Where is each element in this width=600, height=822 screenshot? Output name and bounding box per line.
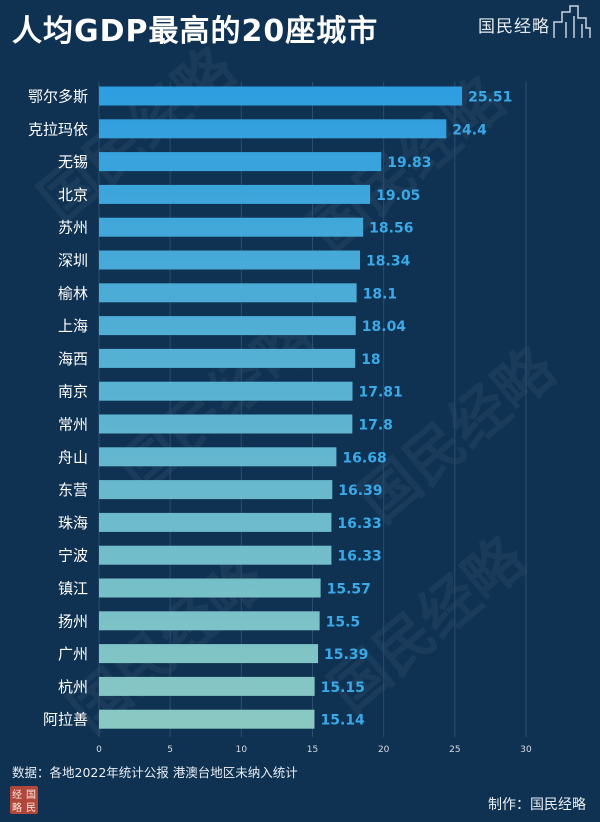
bars: [99, 86, 463, 729]
bar: [99, 447, 337, 467]
value-label: 25.51: [468, 90, 512, 106]
category-label: 杭州: [58, 678, 88, 696]
brand-name: 国民经略: [478, 17, 550, 37]
bar: [99, 184, 371, 204]
x-tick-label: 25: [449, 745, 460, 755]
value-label: 18.1: [363, 286, 398, 302]
bar: [99, 644, 319, 664]
x-axis-ticks: 0 5 10 15 20 25 30: [96, 745, 532, 755]
category-label: 东营: [58, 481, 88, 499]
x-tick-label: 5: [167, 745, 173, 755]
category-label: 上海: [58, 317, 88, 335]
category-label: 苏州: [58, 219, 88, 237]
category-label: 南京: [58, 383, 88, 401]
value-label: 19.83: [387, 155, 431, 171]
category-label: 阿拉善: [43, 711, 88, 729]
bar: [99, 217, 364, 237]
category-label: 宁波: [58, 547, 88, 565]
bar: [99, 611, 320, 631]
x-tick-label: 10: [236, 745, 248, 755]
data-source-note: 数据：各地2022年统计公报 港澳台地区未纳入统计: [12, 765, 298, 780]
value-label: 17.81: [358, 385, 402, 401]
value-label: 18.56: [369, 221, 413, 237]
bar: [99, 676, 315, 696]
value-label: 16.68: [342, 450, 386, 466]
svg-text:民: 民: [26, 802, 36, 814]
value-label: 15.39: [324, 647, 368, 663]
bar: [99, 316, 356, 336]
bar: [99, 381, 353, 401]
category-label: 北京: [58, 186, 88, 204]
category-label: 无锡: [58, 153, 88, 171]
x-tick-label: 0: [96, 745, 102, 755]
category-label: 榆林: [58, 284, 88, 302]
bar: [99, 545, 332, 565]
value-label: 17.8: [358, 418, 393, 434]
value-label: 15.15: [321, 680, 365, 696]
value-label: 15.5: [326, 614, 361, 630]
value-label: 16.33: [337, 516, 381, 532]
category-label: 深圳: [58, 252, 88, 270]
bar: [99, 512, 332, 532]
bar: [99, 480, 333, 500]
category-label: 珠海: [58, 514, 88, 532]
svg-text:经: 经: [12, 788, 22, 801]
category-label: 鄂尔多斯: [28, 88, 88, 106]
category-label: 克拉玛依: [28, 120, 88, 138]
category-label: 镇江: [58, 580, 88, 598]
bar: [99, 578, 321, 598]
value-label: 18.04: [362, 319, 407, 335]
bar: [99, 119, 447, 139]
bar: [99, 709, 315, 729]
bar: [99, 152, 382, 172]
x-tick-label: 15: [307, 745, 318, 755]
bar: [99, 414, 353, 434]
value-label: 15.57: [327, 582, 371, 598]
value-label: 16.33: [337, 549, 381, 565]
category-label: 常州: [58, 416, 88, 434]
value-label: 18: [361, 352, 380, 368]
bar: [99, 250, 361, 270]
brand-logo-icon: [553, 5, 591, 38]
category-label: 扬州: [58, 612, 88, 630]
credit-text: 制作：国民经略: [488, 797, 586, 813]
value-label: 24.4: [452, 122, 487, 138]
value-label: 15.14: [320, 713, 365, 729]
seal-logo-icon: 经 国 略 民: [10, 786, 38, 814]
chart-title: 人均GDP最高的20座城市: [12, 14, 379, 49]
category-label: 海西: [58, 350, 88, 368]
x-tick-label: 30: [520, 745, 532, 755]
grid-lines: [98, 82, 527, 737]
value-label: 16.39: [338, 483, 382, 499]
bar: [99, 86, 463, 106]
x-tick-label: 20: [378, 745, 390, 755]
value-label: 18.34: [366, 254, 411, 270]
bar: [99, 348, 356, 368]
bar: [99, 283, 357, 303]
value-label: 19.05: [376, 188, 420, 204]
svg-text:略: 略: [12, 801, 22, 814]
svg-text:国: 国: [26, 789, 36, 801]
category-label: 舟山: [58, 448, 88, 466]
labels: 鄂尔多斯 25.51 克拉玛依 24.4 无锡 19.83 北京 19.05 苏州 18.56 深圳…: [28, 88, 512, 729]
category-label: 广州: [58, 645, 88, 663]
